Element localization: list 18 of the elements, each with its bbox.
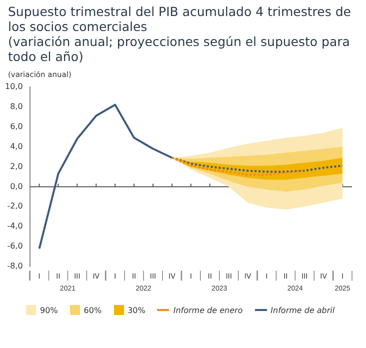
chart-subtitle: (variación anual; proyecciones según el supuesto para todo el año) [8, 34, 351, 64]
line-series [170, 156, 306, 176]
legend-label: 90% [40, 306, 58, 314]
y-tick-label: 2,0 [10, 162, 23, 171]
y-tick-label: -2,0 [7, 202, 23, 211]
legend-label: 30% [128, 306, 146, 314]
legend-label: Informe de enero [173, 306, 243, 314]
y-tick-label: 0,0 [10, 182, 23, 191]
y-tick-label: 4,0 [10, 142, 23, 151]
legend-label: 60% [84, 306, 102, 314]
y-tick-label: -8,0 [7, 262, 23, 271]
y-tick-label: 10,0 [5, 82, 23, 91]
y-tick-label: 6,0 [10, 122, 23, 131]
y-tick-label: -6,0 [7, 242, 23, 251]
y-tick-label: -4,0 [7, 222, 23, 231]
legend-label: Informe de abril [270, 306, 335, 314]
y-tick-label: 8,0 [10, 102, 23, 111]
chart-title: Supuesto trimestral del PIB acumulado 4 trimestres de los socios comerciales [8, 4, 352, 34]
